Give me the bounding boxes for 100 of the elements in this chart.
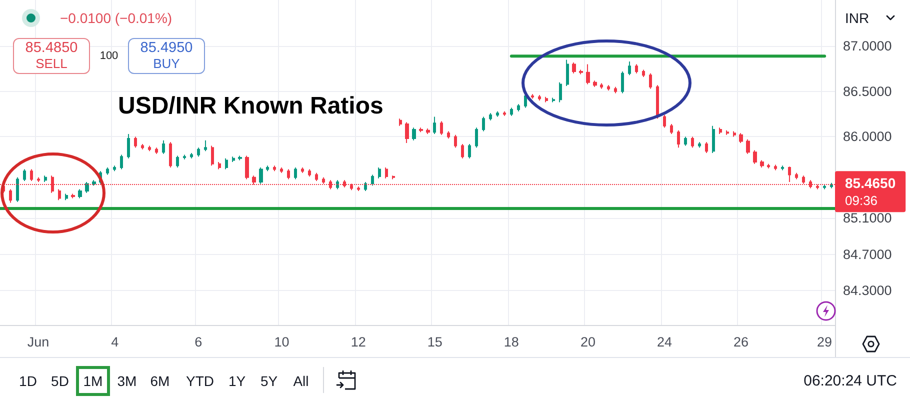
candlestick [23, 168, 26, 182]
candlestick [823, 184, 826, 190]
candlestick [85, 181, 89, 194]
candlestick [635, 64, 638, 74]
y-tick-label: 84.3000 [843, 283, 892, 298]
y-tick-label: 85.1000 [843, 210, 892, 226]
candlestick [385, 166, 388, 179]
candlestick [767, 163, 770, 169]
candlestick [113, 165, 116, 172]
candlestick [127, 133, 130, 159]
candlestick [44, 175, 47, 182]
candlestick [426, 128, 430, 134]
candlestick [190, 152, 193, 159]
candlestick [586, 64, 590, 85]
candlestick [92, 180, 96, 186]
candlestick [517, 104, 520, 112]
candlestick [691, 136, 694, 148]
candlestick [614, 86, 617, 94]
candlestick [155, 147, 158, 154]
candlestick [169, 142, 172, 168]
text: YTD [186, 373, 214, 389]
text: 1D [19, 373, 37, 389]
candlestick [830, 182, 833, 189]
candlestick [218, 162, 221, 170]
text: 6M [150, 373, 170, 389]
candlestick [204, 140, 207, 152]
candlestick [440, 120, 443, 136]
candlestick [739, 132, 743, 144]
candlestick [712, 125, 715, 154]
annotation: −0.0100 (−0.01%) [60, 10, 172, 26]
text: 1M [83, 373, 103, 389]
candlestick [482, 116, 485, 132]
candlestick [364, 181, 367, 192]
candlestick [531, 94, 534, 100]
candlestick [656, 84, 659, 120]
candlestick [705, 142, 708, 154]
x-tick-label: 26 [734, 334, 749, 350]
candlestick [538, 94, 541, 101]
candlestick [628, 61, 631, 76]
ref-line-label: 85.4650 [845, 175, 896, 192]
candlestick [774, 164, 777, 171]
candlestick [16, 176, 19, 202]
candlestick [232, 156, 235, 163]
candlestick [461, 143, 464, 159]
annotation: 85.4950 [140, 40, 193, 56]
candlestick [245, 155, 249, 180]
candlestick [134, 136, 137, 148]
x-tick-label: 6 [194, 334, 202, 350]
candlestick [621, 71, 624, 94]
candlestick [579, 69, 583, 75]
candlestick [273, 165, 276, 172]
candlestick [148, 145, 151, 152]
x-tick-label: 12 [350, 334, 366, 350]
candlestick [753, 150, 757, 164]
candlestick [433, 116, 436, 134]
candlestick [566, 59, 569, 87]
x-tick-label: 10 [274, 334, 290, 350]
buy-button: 85.4950 BUY [128, 38, 205, 74]
candlestick [58, 188, 61, 201]
candlestick [698, 142, 701, 148]
candlestick [280, 166, 283, 174]
candlestick [225, 158, 228, 170]
candlestick [308, 168, 311, 178]
annotation: 85.4850 [25, 40, 78, 56]
candlestick [642, 69, 645, 78]
text: All [293, 373, 309, 389]
candlestick [120, 154, 123, 170]
candlestick [176, 155, 179, 168]
candlestick [37, 176, 40, 182]
candlestick [106, 166, 109, 176]
candlestick [572, 62, 576, 74]
candlestick [510, 107, 513, 116]
candlestick [30, 168, 33, 182]
candlestick [378, 166, 381, 179]
candlestick [301, 166, 304, 174]
annotation: SELL [36, 56, 68, 72]
candlestick [78, 188, 82, 199]
candlestick [454, 134, 457, 148]
candlestick [607, 84, 610, 92]
candlestick [141, 143, 144, 150]
candlestick [496, 110, 499, 118]
x-tick-label: 4 [111, 334, 120, 350]
candlestick [559, 82, 562, 103]
text: 09:36 [845, 193, 878, 208]
candlestick [684, 136, 687, 146]
candlestick [663, 114, 666, 128]
candlestick [336, 180, 339, 190]
candlestick [392, 175, 395, 180]
candlestick [197, 147, 200, 158]
candlestick [593, 80, 597, 88]
candlestick [65, 193, 68, 201]
y-tick-label: 84.7000 [843, 246, 892, 262]
annotation: 100 [100, 50, 118, 62]
y-tick-label: 86.0000 [843, 129, 892, 144]
candlestick [238, 155, 242, 161]
candlestick [781, 165, 784, 171]
candlestick [649, 72, 652, 90]
x-tick-label: 18 [504, 334, 519, 350]
candlestick [795, 172, 798, 180]
candlestick [746, 138, 750, 154]
